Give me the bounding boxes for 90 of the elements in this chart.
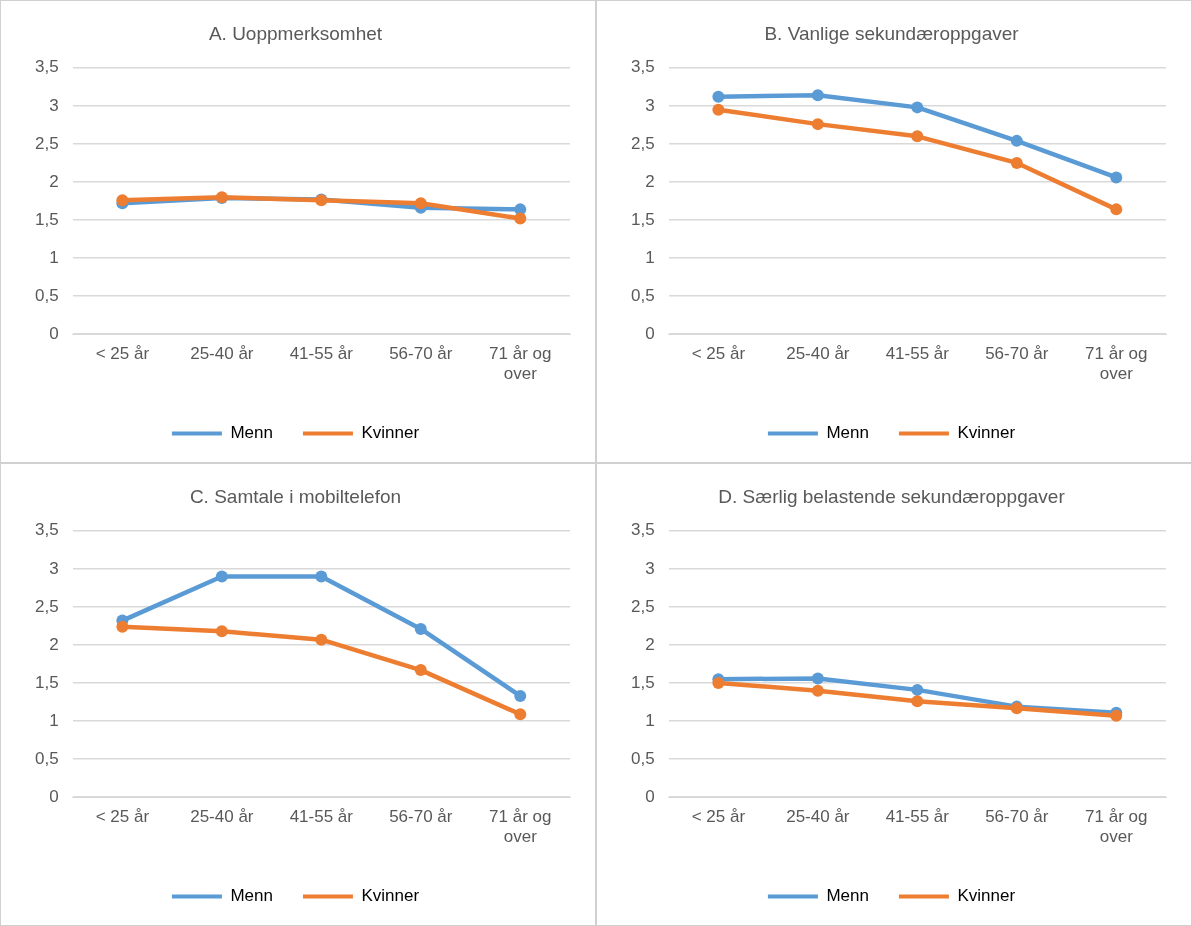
point [911,130,924,143]
chart-title: C. Samtale i mobiltelefon [189,485,402,507]
x-tick-label: 71 år og over [1085,344,1148,384]
legend-label: Kvinner [361,886,420,906]
x-tick-label: 25-40 år [786,344,850,364]
point [514,689,527,702]
y-tick-label: 3 [645,558,655,578]
point [215,570,228,583]
point [514,708,527,721]
point [414,664,427,677]
x-tick-label: 25-40 år [786,807,850,827]
y-tick-label: 1,5 [630,672,655,692]
point [911,101,924,114]
y-tick-label: 2 [49,171,59,191]
y-tick-label: 0 [645,786,655,806]
x-tick-label: 25-40 år [190,344,254,364]
x-tick-label: 41-55 år [289,344,354,364]
legend-label: Kvinner [957,423,1016,443]
point [911,695,924,708]
point [811,89,824,102]
legend-label: Kvinner [957,886,1016,906]
y-tick-label: 1 [49,710,59,730]
y-tick-label: 0,5 [630,748,655,768]
point [116,620,129,633]
y-tick-label: 2,5 [34,133,59,153]
point [1010,134,1023,147]
y-tick-label: 3 [49,558,59,578]
x-tick-label: 56-70 år [389,344,453,364]
y-tick-label: 1,5 [34,209,59,229]
y-tick-label: 1 [645,247,655,267]
x-tick-label: < 25 år [95,344,150,364]
x-tick-label: < 25 år [691,344,746,364]
point [215,625,228,638]
x-tick-label: 71 år og over [489,807,552,847]
point [712,103,725,116]
chart-title: D. Særlig belastende sekundæroppgaver [718,485,1066,507]
y-tick-label: 2,5 [630,133,655,153]
chart-title: A. Uoppmerksomhet [208,22,383,44]
point [712,90,725,103]
point [911,683,924,696]
y-tick-label: 0,5 [34,285,59,305]
y-tick-label: 2 [645,171,655,191]
y-tick-label: 3,5 [34,57,59,77]
point [811,672,824,685]
point [315,570,328,583]
y-tick-label: 0,5 [630,285,655,305]
chart-title: B. Vanlige sekundæroppgaver [764,22,1020,44]
x-tick-label: 56-70 år [985,807,1049,827]
legend-label: Menn [230,423,273,443]
x-tick-label: 71 år og over [489,344,552,384]
y-tick-label: 0 [49,786,59,806]
point [1110,171,1123,184]
x-tick-label: 41-55 år [885,344,950,364]
y-tick-label: 3,5 [630,57,655,77]
x-tick-label: 71 år og over [1085,807,1148,847]
y-tick-label: 0,5 [34,748,59,768]
y-tick-label: 1 [645,710,655,730]
y-tick-label: 2 [645,634,655,654]
y-tick-label: 1,5 [34,672,59,692]
point [811,118,824,131]
point [1110,203,1123,216]
legend-label: Menn [826,886,869,906]
point [712,677,725,690]
x-tick-label: 41-55 år [885,807,950,827]
point [315,633,328,646]
legend-label: Kvinner [361,423,420,443]
y-tick-label: 2,5 [34,596,59,616]
y-tick-label: 3,5 [34,520,59,540]
y-tick-label: 1 [49,247,59,267]
x-tick-label: 41-55 år [289,807,354,827]
point [811,684,824,697]
legend-label: Menn [826,423,869,443]
y-tick-label: 1,5 [630,209,655,229]
x-tick-label: < 25 år [95,807,150,827]
x-tick-label: < 25 år [691,807,746,827]
y-tick-label: 3 [645,95,655,115]
y-tick-label: 0 [49,323,59,343]
x-tick-label: 56-70 år [389,807,453,827]
x-tick-label: 56-70 år [985,344,1049,364]
point [514,212,527,225]
x-tick-label: 25-40 år [190,807,254,827]
point [414,622,427,635]
point [414,197,427,210]
y-tick-label: 2,5 [630,596,655,616]
y-tick-label: 2 [49,634,59,654]
legend-label: Menn [230,886,273,906]
y-tick-label: 0 [645,323,655,343]
point [1010,156,1023,169]
y-tick-label: 3,5 [630,520,655,540]
y-tick-label: 3 [49,95,59,115]
